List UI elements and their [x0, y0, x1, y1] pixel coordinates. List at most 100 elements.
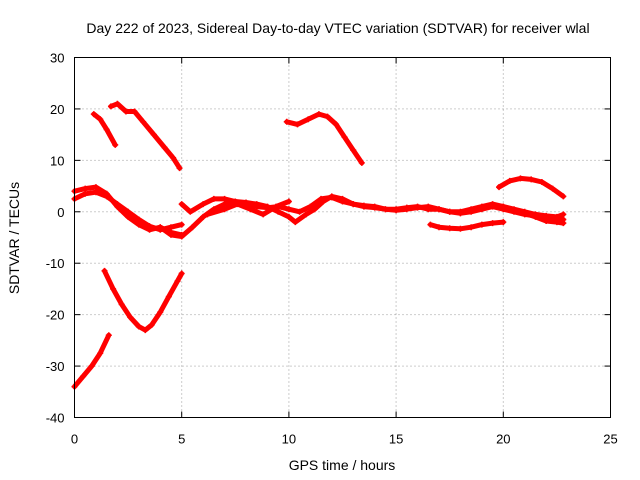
data-point: [165, 293, 172, 300]
y-tick-label: 0: [57, 205, 64, 220]
y-tick-label: -10: [46, 256, 65, 271]
data-point: [560, 220, 567, 227]
data-point: [253, 201, 260, 208]
y-tick-label: 20: [50, 102, 64, 117]
data-point: [140, 118, 147, 125]
series-arc3: [71, 332, 112, 390]
data-point: [125, 208, 132, 215]
data-point: [311, 206, 318, 213]
data-point: [243, 199, 250, 206]
data-point: [320, 198, 327, 205]
data-point: [178, 233, 185, 240]
data-point: [234, 201, 241, 208]
data-point: [97, 116, 104, 123]
y-tick-label: -40: [46, 411, 65, 426]
series-line: [72, 332, 112, 390]
data-point: [157, 309, 164, 316]
grid: [74, 57, 611, 418]
x-tick-label: 15: [389, 432, 403, 447]
data-point: [553, 219, 560, 226]
data-point: [339, 195, 346, 202]
data-point: [142, 327, 149, 334]
data-point: [146, 223, 153, 230]
data-point: [371, 204, 378, 211]
data-point: [90, 111, 97, 118]
data-point: [103, 193, 110, 200]
data-point: [92, 184, 99, 191]
data-point: [403, 206, 410, 213]
data-point: [360, 203, 367, 210]
data-point: [350, 147, 357, 154]
data-point: [532, 213, 539, 220]
data-point: [457, 208, 464, 215]
data-point: [393, 207, 400, 214]
data-point: [221, 206, 228, 213]
data-point: [303, 211, 310, 218]
data-point: [157, 224, 164, 231]
data-point: [210, 195, 217, 202]
data-point: [294, 121, 301, 128]
data-point: [103, 126, 110, 133]
data-point: [264, 203, 271, 210]
data-point: [521, 210, 528, 217]
series-line: [108, 101, 183, 171]
data-point: [135, 221, 142, 228]
data-point: [82, 190, 89, 197]
series-arc4: [101, 267, 185, 334]
data-point: [221, 201, 228, 208]
data-point: [285, 206, 292, 213]
data-point: [468, 206, 475, 213]
data-point: [200, 201, 207, 208]
data-point: [427, 221, 434, 228]
x-tick-label: 5: [178, 432, 185, 447]
data-point: [82, 185, 89, 192]
series-arc13: [489, 202, 567, 227]
series-arc5: [90, 111, 119, 148]
data-point: [148, 321, 155, 328]
data-point: [435, 224, 442, 231]
data-point: [273, 203, 280, 210]
data-point: [324, 113, 331, 120]
data-point: [114, 201, 121, 208]
data-point: [511, 207, 518, 214]
data-point: [167, 231, 174, 238]
data-point: [305, 116, 312, 123]
y-tick-label: 10: [50, 153, 64, 168]
data-point: [178, 201, 185, 208]
data-point: [489, 220, 496, 227]
data-point: [285, 213, 292, 220]
data-point: [296, 208, 303, 215]
data-point: [125, 213, 132, 220]
data-point: [135, 323, 142, 330]
data-point: [189, 224, 196, 231]
data-point: [114, 100, 121, 107]
data-point: [150, 131, 157, 138]
data-point: [549, 185, 556, 192]
x-tick-label: 10: [282, 432, 296, 447]
data-point: [333, 121, 340, 128]
series-arc6: [107, 100, 183, 172]
data-point: [489, 202, 496, 209]
data-point: [80, 373, 87, 380]
data-point: [135, 216, 142, 223]
data-point: [292, 219, 299, 226]
data-point: [200, 213, 207, 220]
data-point: [328, 193, 335, 200]
data-point: [468, 224, 475, 231]
data-point: [500, 203, 507, 210]
series-line: [91, 111, 118, 148]
data-point: [97, 350, 104, 357]
axis-ticks: 0 5 10 15 20 25 -40 -30 -20 -10 0 10 20 30: [46, 51, 618, 447]
series-arc12: [496, 175, 567, 200]
data-point: [176, 165, 183, 172]
data-point: [88, 363, 95, 370]
x-tick-label: 25: [603, 432, 617, 447]
x-tick-label: 0: [71, 432, 78, 447]
data-point: [538, 178, 545, 185]
y-axis-label: SDTVAR / TECUs: [6, 182, 22, 294]
data-point: [358, 159, 365, 166]
data-point: [127, 314, 134, 321]
data-point: [221, 195, 228, 202]
data-point: [560, 211, 567, 218]
data-point: [131, 108, 138, 115]
